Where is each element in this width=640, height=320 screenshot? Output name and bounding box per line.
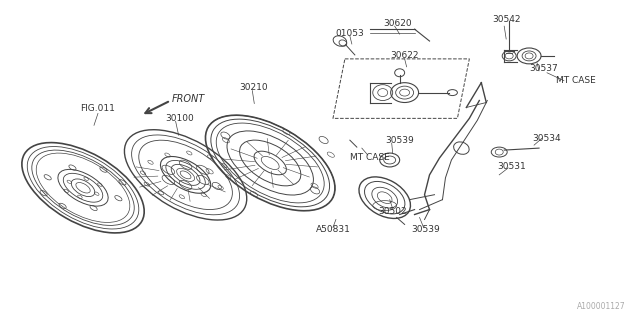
Text: 01053: 01053: [335, 28, 364, 38]
Text: 30539: 30539: [385, 136, 414, 145]
Text: 30502: 30502: [378, 207, 407, 216]
Text: A100001127: A100001127: [577, 302, 626, 311]
Text: 30539: 30539: [411, 225, 440, 234]
Text: 30210: 30210: [239, 83, 268, 92]
Text: 30620: 30620: [383, 19, 412, 28]
Text: MT CASE: MT CASE: [350, 153, 390, 162]
Text: FIG.011: FIG.011: [81, 104, 115, 113]
Text: 30537: 30537: [530, 64, 558, 73]
Text: 30100: 30100: [165, 114, 194, 123]
Text: A50831: A50831: [316, 225, 350, 234]
Text: MT CASE: MT CASE: [556, 76, 596, 85]
Text: FRONT: FRONT: [172, 93, 205, 104]
Text: 30534: 30534: [532, 134, 561, 143]
Text: 30542: 30542: [492, 15, 520, 24]
Text: 30622: 30622: [390, 52, 419, 60]
Text: 30531: 30531: [497, 163, 525, 172]
